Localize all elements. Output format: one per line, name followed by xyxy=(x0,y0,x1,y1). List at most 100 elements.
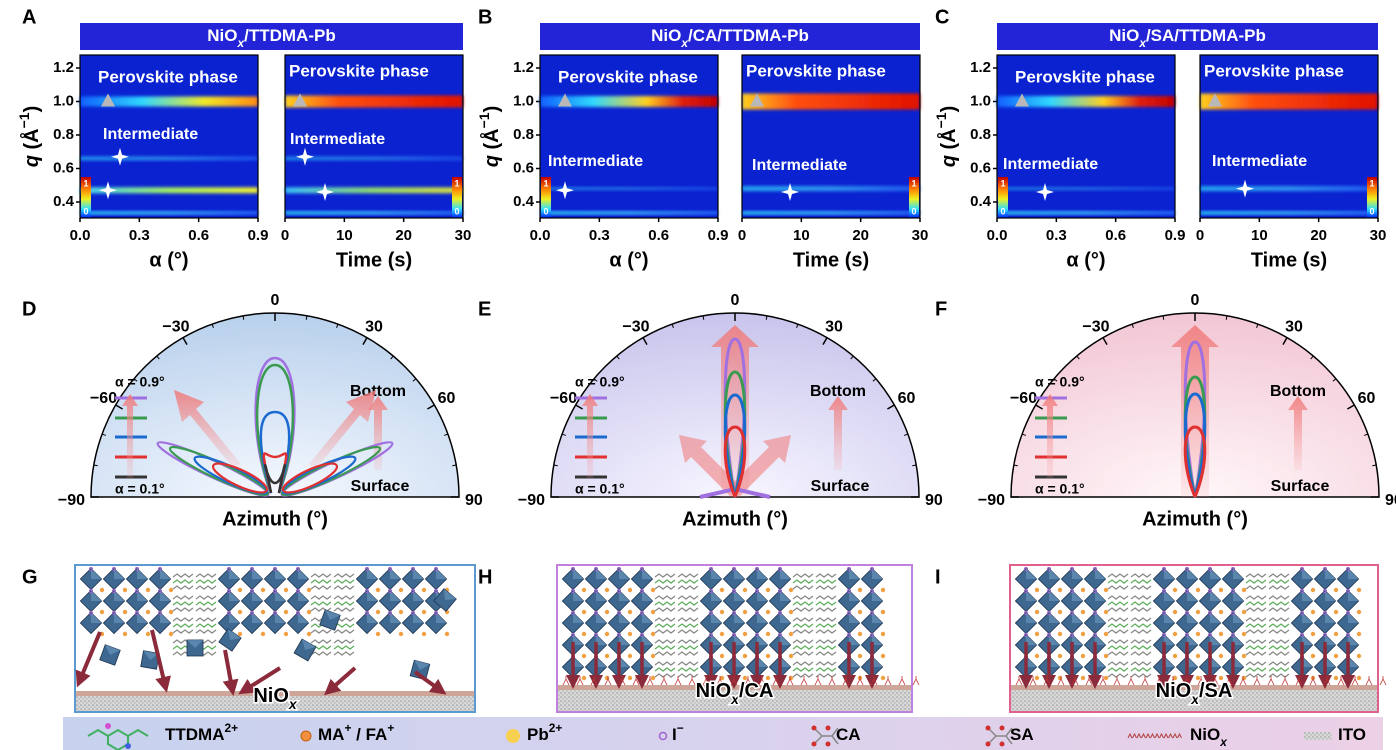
colorbar-label: 0 xyxy=(911,206,916,216)
cation xyxy=(1081,610,1085,614)
x-tick-label: 0.0 xyxy=(987,227,1008,244)
cation xyxy=(238,610,242,614)
cation xyxy=(307,632,311,636)
text-part: ) xyxy=(21,106,43,113)
cation xyxy=(1311,654,1315,658)
text-part: −1 xyxy=(16,112,32,128)
panel-label: F xyxy=(935,298,947,320)
cation xyxy=(1081,654,1085,658)
legend-icon xyxy=(986,726,991,731)
legend-icon xyxy=(812,726,817,731)
cation xyxy=(881,654,885,658)
angle-tick-label: −60 xyxy=(1010,390,1037,407)
cation xyxy=(766,588,770,592)
cation xyxy=(651,588,655,592)
cation xyxy=(651,610,655,614)
cation xyxy=(651,676,655,680)
x-axis-label: α (°) xyxy=(1066,249,1105,271)
legend-icon xyxy=(105,723,111,729)
minor-tick xyxy=(554,465,558,466)
panel-label: G xyxy=(22,566,38,588)
legend-icon xyxy=(826,726,831,731)
heatmap-plot: Perovskite phaseIntermediate100102030Tim… xyxy=(281,55,472,271)
angle-tick-label: −90 xyxy=(518,492,545,509)
colorbar-label: 1 xyxy=(454,178,459,188)
x-tick-label: 0.6 xyxy=(1105,227,1126,244)
y-tick-label: 1.0 xyxy=(513,92,534,109)
intermediate-label: Intermediate xyxy=(752,157,847,174)
cation xyxy=(307,588,311,592)
x-tick-label: 0 xyxy=(1196,227,1204,244)
angle-tick-label: −60 xyxy=(90,390,117,407)
cation xyxy=(720,610,724,614)
structure-panel: GNiOx xyxy=(22,565,475,712)
text-part: MA xyxy=(318,725,344,744)
angle-tick-label: 90 xyxy=(925,492,943,509)
cation xyxy=(766,654,770,658)
cation xyxy=(445,632,449,636)
legend-icon xyxy=(826,742,831,747)
cation xyxy=(1311,588,1315,592)
intensity-band xyxy=(1200,211,1378,214)
intermediate-label: Intermediate xyxy=(290,131,385,148)
cation xyxy=(376,588,380,592)
cation xyxy=(789,588,793,592)
cation xyxy=(1104,588,1108,592)
angle-tick-label: 0 xyxy=(731,292,740,309)
bottom-label: Bottom xyxy=(1270,383,1326,400)
cation xyxy=(582,632,586,636)
x-tick-label: 20 xyxy=(1310,227,1327,244)
angle-tick-label: 30 xyxy=(1285,318,1303,335)
text-part: NiO xyxy=(1156,680,1192,702)
x-tick-label: 0.6 xyxy=(648,227,669,244)
alpha-min-label: α = 0.1° xyxy=(1035,481,1085,497)
alpha-max-label: α = 0.9° xyxy=(575,374,625,390)
heatmap-panel: BNiOx/CA/TTDMA-Pbq (Å−1)0.40.60.81.01.2P… xyxy=(476,6,929,271)
intensity-band xyxy=(742,94,920,110)
cation xyxy=(1357,632,1361,636)
legend-icon xyxy=(506,729,520,743)
cation xyxy=(169,588,173,592)
angle-tick-label: −30 xyxy=(1082,318,1109,335)
y-tick-label: 1.0 xyxy=(53,92,74,109)
phase-label: Perovskite phase xyxy=(289,61,429,80)
cation xyxy=(399,588,403,592)
alpha-max-label: α = 0.9° xyxy=(1035,374,1085,390)
nio-layer xyxy=(1011,685,1377,690)
legend-icon xyxy=(125,743,131,749)
cation xyxy=(1311,610,1315,614)
cation xyxy=(1058,632,1062,636)
cation xyxy=(1173,632,1177,636)
colorbar-label: 1 xyxy=(83,178,88,188)
x-tick-label: 30 xyxy=(455,227,472,244)
x-tick-label: 0.3 xyxy=(589,227,610,244)
y-tick-label: 0.8 xyxy=(513,126,534,143)
polar-panel: F−90−60−300306090α = 0.9°α = 0.1°BottomS… xyxy=(935,292,1396,530)
cation xyxy=(605,588,609,592)
cation xyxy=(1081,588,1085,592)
text-part: TTDMA xyxy=(165,725,224,744)
y-tick-label: 0.6 xyxy=(970,159,991,176)
additive-molecule xyxy=(1380,676,1386,685)
panel-label: C xyxy=(935,6,949,28)
colorbar-label: 1 xyxy=(543,178,548,188)
cation xyxy=(628,654,632,658)
heatmap-plot: Perovskite phaseIntermediate100.00.30.60… xyxy=(530,55,729,271)
minor-tick xyxy=(766,316,767,320)
polar-background xyxy=(91,313,459,497)
cation xyxy=(605,632,609,636)
x-tick-label: 0.3 xyxy=(129,227,150,244)
bottom-label: Bottom xyxy=(810,383,866,400)
cation xyxy=(1173,588,1177,592)
cation xyxy=(1035,588,1039,592)
text-part: q xyxy=(481,155,503,167)
cation xyxy=(422,588,426,592)
cation xyxy=(1196,588,1200,592)
text-part: (Å xyxy=(19,128,43,155)
cation xyxy=(881,632,885,636)
cation xyxy=(628,632,632,636)
angle-tick-label: 60 xyxy=(1358,390,1376,407)
legend-icon xyxy=(1304,732,1332,740)
minor-tick xyxy=(452,465,456,466)
legend-icon xyxy=(986,742,991,747)
